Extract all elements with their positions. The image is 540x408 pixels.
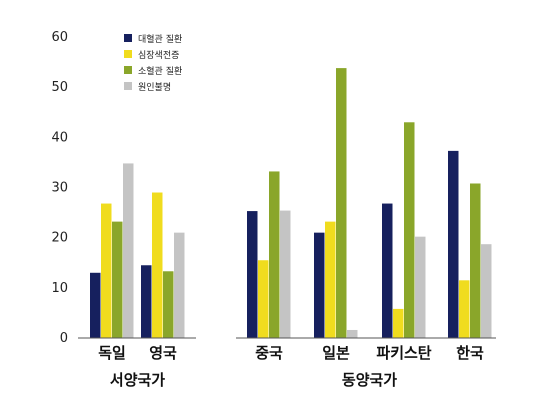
category-label: 파키스탄 <box>376 344 431 362</box>
category-label: 일본 <box>322 344 350 362</box>
y-tick-label: 30 <box>51 181 68 196</box>
y-tick-label: 60 <box>51 30 68 45</box>
bar <box>481 244 492 338</box>
bar <box>448 151 459 338</box>
y-tick-label: 10 <box>51 281 68 296</box>
group-label: 서양국가 <box>110 371 165 389</box>
category-label: 영국 <box>149 344 177 362</box>
legend-label: 소혈관 질환 <box>138 65 182 77</box>
bar <box>382 204 393 338</box>
bar <box>393 309 404 338</box>
bar <box>459 280 470 338</box>
legend-swatch <box>124 82 132 90</box>
bar <box>470 183 481 338</box>
bar <box>152 193 163 338</box>
bar <box>347 330 358 338</box>
bar <box>90 273 101 338</box>
group-labels: 서양국가 동양국가 <box>110 371 397 389</box>
category-label: 중국 <box>255 344 283 362</box>
x-axis-labels: 독일 영국 중국 일본 파키스탄 한국 <box>98 344 484 362</box>
bar <box>112 222 123 338</box>
y-tick-label: 50 <box>51 80 68 95</box>
group-label: 동양국가 <box>342 371 397 389</box>
bar <box>314 233 325 338</box>
bar <box>258 260 269 338</box>
bar <box>415 237 426 338</box>
legend-label: 원인불명 <box>138 82 171 93</box>
y-tick-label: 40 <box>51 130 68 145</box>
bar <box>101 204 112 338</box>
legend-label: 대혈관 질환 <box>138 33 182 45</box>
bar <box>404 122 415 338</box>
bar <box>123 163 134 338</box>
bar <box>325 222 336 338</box>
legend-swatch <box>124 34 132 42</box>
bar <box>163 271 174 338</box>
y-axis: 0 10 20 30 40 50 60 <box>51 30 68 346</box>
category-label: 독일 <box>98 344 126 362</box>
legend-label: 심장색전증 <box>138 50 179 61</box>
bar <box>336 68 347 338</box>
bars <box>90 68 492 338</box>
bar <box>174 233 185 338</box>
legend-swatch <box>124 50 132 58</box>
y-tick-label: 20 <box>51 231 68 246</box>
y-tick-label: 0 <box>60 331 68 346</box>
legend-swatch <box>124 66 132 74</box>
category-label: 한국 <box>456 344 484 362</box>
bar <box>247 211 258 338</box>
bar <box>280 211 291 338</box>
bar <box>141 265 152 338</box>
bar <box>269 171 280 338</box>
